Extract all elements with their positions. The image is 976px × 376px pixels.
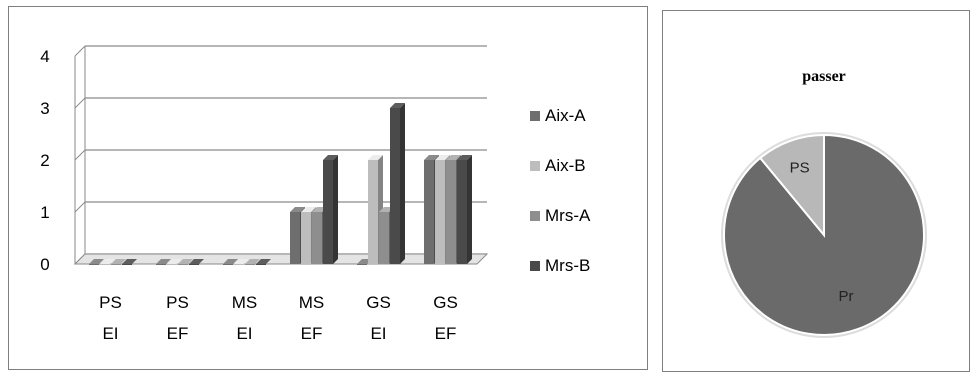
x-tick-label: EI [102,324,118,343]
bar-aix-b-ps-ef [167,259,182,265]
legend-swatch [530,211,540,221]
pie-slice-ps [758,133,825,238]
y-tick-label: 3 [40,99,49,118]
x-tick-label: PS [99,293,122,312]
bar-mrs-b-ps-ef [189,259,204,265]
x-tick-label: EF [167,324,189,343]
bar-aix-b-ms-ei [234,259,249,265]
x-tick-label: MS [232,293,258,312]
gridline-depth [74,97,86,109]
x-tick-label: GS [433,293,458,312]
x-tick-label: EF [301,324,323,343]
gridline-depth [74,149,86,161]
y-tick-label: 2 [40,151,49,170]
pie-chart: passer Pr PS [721,68,927,338]
legend-swatch [530,261,540,271]
x-tick-label: GS [366,293,391,312]
legend-label: Mrs-A [545,206,591,225]
bar-aix-b-ps-ei [100,259,115,265]
bar-mrs-a-ps-ei [111,259,126,265]
y-tick-label: 4 [40,47,49,66]
bar-mrs-a-ms-ei [245,259,260,265]
bar-mrs-b-ms-ef [323,155,338,264]
x-tick-label: EI [370,324,386,343]
bar-aix-a-ms-ei [223,259,238,265]
pie-slice-label: Pr [839,288,854,305]
bar-chart-panel: 0 1 2 3 4 PS EI PS EF MS EI MS EF GS EI GS EF Aix-A Aix-B M… [8,6,648,370]
x-tick-label: EF [435,324,457,343]
legend: Aix-A Aix-B Mrs-A Mrs-B [530,106,591,275]
x-tick-label: PS [166,293,189,312]
legend-swatch [530,111,540,121]
legend-swatch [530,161,540,171]
bar-mrs-b-gs-ef [457,155,472,264]
bars [89,103,472,265]
pie-slice-label: PS [790,159,810,176]
bar-chart: 0 1 2 3 4 PS EI PS EF MS EI MS EF GS EI GS EF Aix-A Aix-B M… [40,45,591,343]
pie-chart-panel: passer Pr PS [662,10,970,372]
legend-label: Aix-B [545,156,586,175]
x-tick-label: MS [299,293,325,312]
x-tick-label: EI [236,324,252,343]
bar-aix-a-ps-ei [89,259,104,265]
pie-title: passer [802,68,846,85]
bar-mrs-b-ms-ei [256,259,271,265]
bar-mrs-b-ps-ei [122,259,137,265]
bar-mrs-b-gs-ei [390,103,405,264]
bar-aix-a-ps-ef [156,259,171,265]
y-tick-label: 0 [40,255,49,274]
legend-label: Mrs-B [545,256,590,275]
bar-mrs-a-ps-ef [178,259,193,265]
gridline-depth [74,201,86,213]
gridline-depth [74,45,86,57]
y-tick-label: 1 [40,203,49,222]
legend-label: Aix-A [545,106,586,125]
